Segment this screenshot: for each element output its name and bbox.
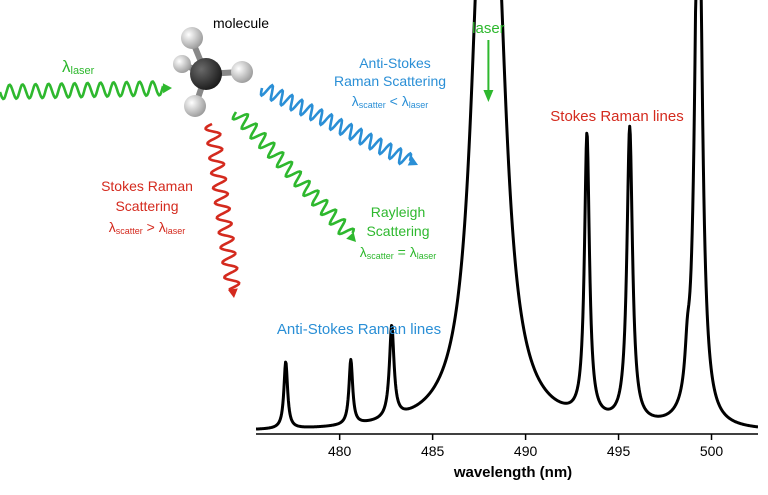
x-tick-label: 500	[700, 443, 724, 459]
laser-annotation: laser	[472, 20, 505, 37]
laser-subscript: laser	[71, 65, 95, 77]
incident-laser-wave	[0, 79, 165, 101]
anti-stokes-line2: Raman Scattering	[334, 73, 446, 89]
x-axis-ticks: 480 485 490 495 500	[328, 434, 723, 459]
rayleigh-wave-head	[346, 232, 356, 242]
laser-annotation-arrow	[483, 40, 494, 102]
x-tick-label: 480	[328, 443, 352, 459]
laser-arrow-head	[483, 90, 494, 102]
raman-spectrum-chart: 480 485 490 495 500 wavelength (nm) laser St…	[256, 0, 758, 481]
x-tick-label: 490	[514, 443, 538, 459]
x-tick-label: 495	[607, 443, 631, 459]
hydrogen-atom	[173, 55, 191, 73]
spectrum-series-line	[256, 0, 758, 431]
hydrogen-atom	[231, 61, 253, 83]
hydrogen-atom	[181, 27, 203, 49]
stokes-relation: λscatter > λlaser	[109, 219, 186, 236]
scattering-diagram: molecule λlaser Anti-Stokes Raman Scatte…	[0, 15, 446, 298]
lambda-symbol: λ	[62, 57, 71, 76]
anti-stokes-scattering-label: Anti-Stokes Raman Scattering λscatter < …	[334, 55, 446, 110]
molecule-label: molecule	[213, 15, 269, 31]
rayleigh-line2: Scattering	[366, 223, 429, 239]
incident-wavelength-label: λlaser	[62, 57, 95, 77]
anti-stokes-wave	[259, 83, 413, 166]
stokes-line1: Stokes Raman	[101, 178, 193, 194]
rayleigh-wave	[231, 111, 356, 236]
stokes-scattering-label: Stokes Raman Scattering λscatter > λlase…	[101, 178, 193, 236]
anti-stokes-lines-annotation: Anti-Stokes Raman lines	[277, 321, 441, 338]
molecule-model	[173, 27, 253, 117]
rayleigh-relation: λscatter = λlaser	[360, 244, 437, 261]
anti-stokes-line1: Anti-Stokes	[359, 55, 431, 71]
stokes-lines-annotation: Stokes Raman lines	[550, 108, 683, 125]
stokes-line2: Scattering	[115, 198, 178, 214]
anti-stokes-relation: λscatter < λlaser	[352, 93, 429, 110]
stokes-wave-head	[227, 288, 238, 298]
x-axis-label: wavelength (nm)	[453, 464, 572, 481]
rayleigh-line1: Rayleigh	[371, 204, 425, 220]
incident-laser-wave-head	[162, 83, 172, 94]
stokes-wave	[204, 122, 241, 291]
hydrogen-atom	[184, 95, 206, 117]
rayleigh-scattering-label: Rayleigh Scattering λscatter = λlaser	[360, 204, 437, 261]
carbon-atom	[190, 58, 222, 90]
wave-arrows	[0, 79, 418, 298]
x-tick-label: 485	[421, 443, 445, 459]
anti-stokes-wave-head	[407, 156, 418, 166]
spectrum-plot-area	[256, 0, 758, 431]
